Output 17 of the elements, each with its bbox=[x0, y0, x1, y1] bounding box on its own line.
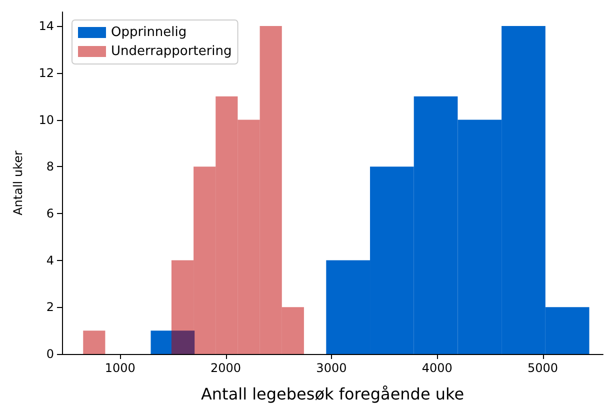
y-axis-title: Antall uker bbox=[11, 150, 25, 216]
legend-label: Opprinnelig bbox=[111, 25, 187, 40]
y-tick-label: 0 bbox=[46, 347, 54, 361]
x-axis-title: Antall legebesøk foregående uke bbox=[200, 384, 464, 404]
y-tick-label: 14 bbox=[38, 19, 54, 34]
y-tick-label: 2 bbox=[46, 300, 54, 314]
y-tick-label: 4 bbox=[46, 253, 54, 268]
y-tick-label: 8 bbox=[46, 160, 54, 174]
y-tick-label: 12 bbox=[38, 66, 54, 80]
x-tick-label: 3000 bbox=[316, 361, 347, 375]
legend-label: Underrapportering bbox=[111, 44, 232, 59]
x-tick-label: 5000 bbox=[528, 361, 558, 375]
x-tick-label: 4000 bbox=[422, 361, 452, 375]
x-tick-label: 1000 bbox=[104, 361, 136, 375]
y-tick-label: 6 bbox=[46, 206, 54, 220]
y-tick-label: 10 bbox=[38, 112, 54, 127]
x-tick-label: 2000 bbox=[210, 361, 242, 375]
